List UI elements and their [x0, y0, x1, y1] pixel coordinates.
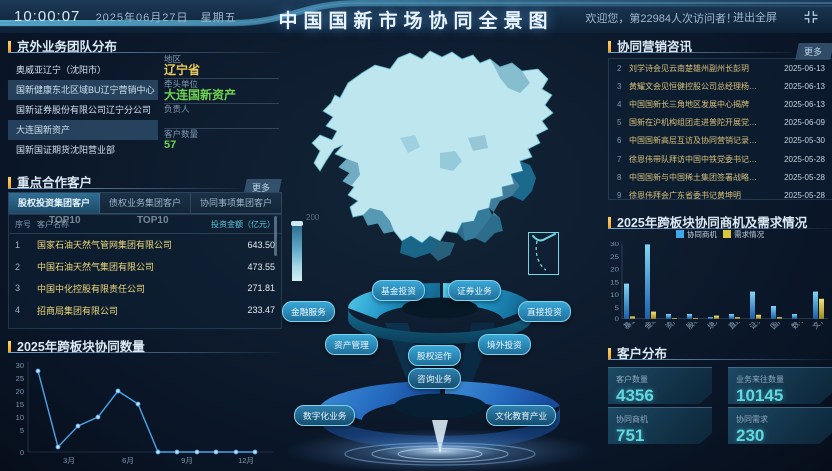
- svg-text:5: 5: [615, 304, 619, 312]
- svg-text:20: 20: [16, 387, 24, 396]
- svg-text:25: 25: [610, 253, 619, 261]
- svg-text:5: 5: [20, 426, 24, 435]
- svg-text:0: 0: [615, 315, 619, 322]
- svg-text:6月: 6月: [122, 456, 134, 465]
- svg-text:25: 25: [16, 374, 24, 383]
- svg-text:30: 30: [16, 361, 24, 370]
- svg-text:15: 15: [16, 400, 24, 409]
- svg-text:30: 30: [610, 242, 619, 248]
- svg-text:15: 15: [610, 278, 619, 286]
- svg-text:10: 10: [610, 291, 619, 299]
- svg-text:0: 0: [20, 448, 24, 457]
- svg-text:10: 10: [16, 413, 24, 422]
- svg-text:20: 20: [610, 265, 619, 273]
- svg-text:9月: 9月: [181, 456, 193, 465]
- svg-text:12月: 12月: [238, 456, 254, 465]
- svg-text:3月: 3月: [63, 456, 75, 465]
